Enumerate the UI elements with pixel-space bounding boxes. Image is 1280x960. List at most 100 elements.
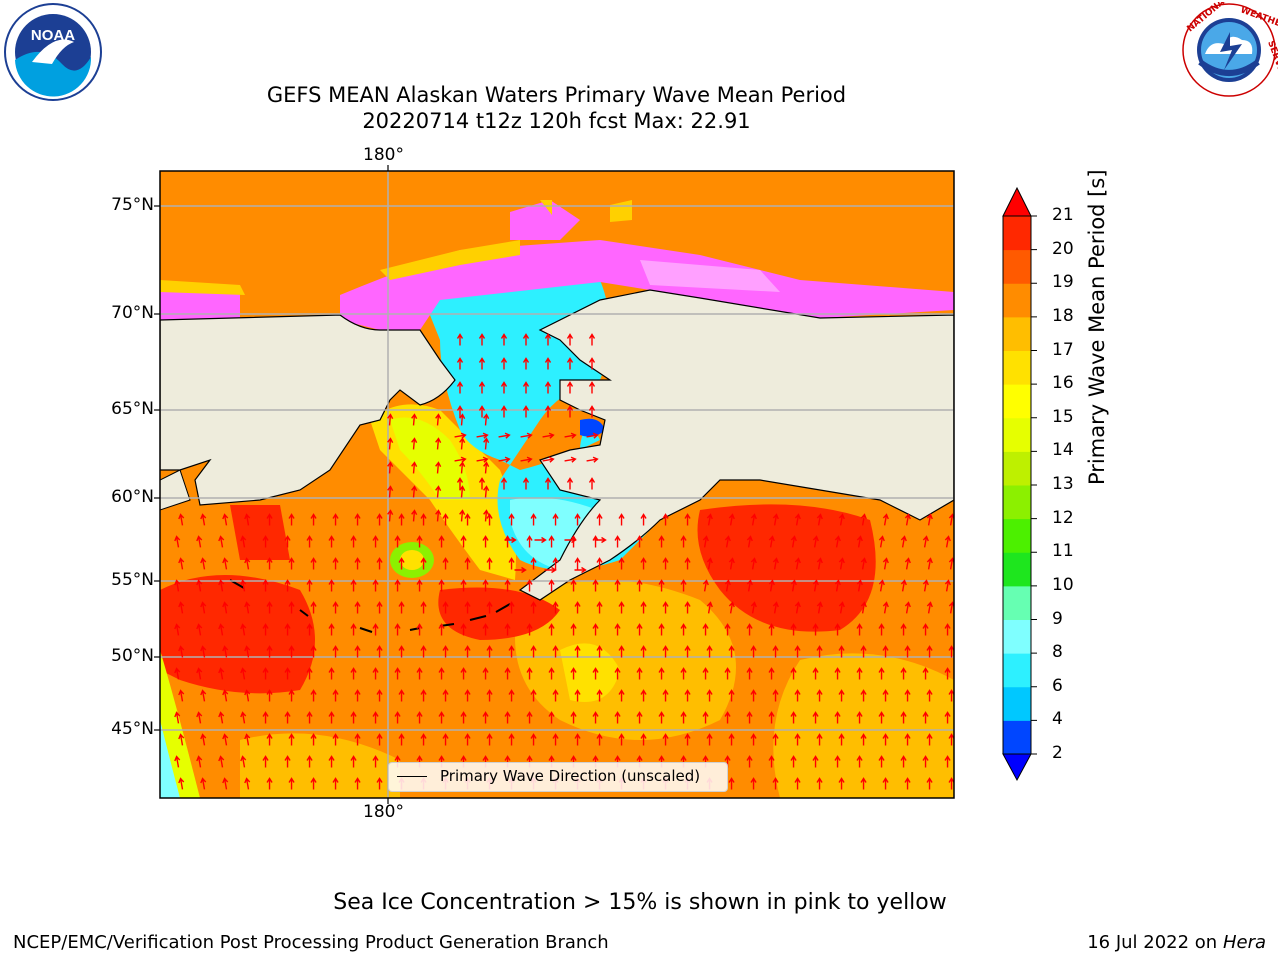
wave-arrow [838, 513, 845, 526]
wave-arrow [372, 667, 379, 680]
wave-arrow [636, 711, 643, 724]
wave-arrow [394, 579, 401, 592]
wave-arrow [772, 513, 779, 526]
colorbar-tick-label: 11 [1052, 541, 1074, 562]
footer-date-host: 16 Jul 2022 on Hera [1087, 932, 1266, 953]
wave-arrow [376, 689, 383, 702]
wave-arrow [387, 509, 394, 522]
wave-arrow [454, 432, 467, 439]
wave-arrow [794, 513, 801, 526]
wave-arrow [456, 405, 464, 418]
wave-arrow [526, 711, 533, 724]
wave-arrow [790, 579, 797, 592]
wave-arrow [442, 601, 449, 614]
wave-arrow [435, 461, 442, 474]
wave-arrow [398, 645, 405, 658]
wave-arrow [459, 413, 466, 426]
swell-zone-central-core [560, 643, 620, 702]
wave-arrow [442, 689, 449, 702]
latitude-label-50: 50°N [111, 646, 154, 666]
colorbar [1002, 186, 1037, 782]
colorbar-segment [1003, 619, 1031, 654]
wave-arrow [926, 601, 933, 614]
wave-arrow [878, 711, 885, 724]
wave-arrow [566, 381, 574, 394]
wave-arrow [926, 557, 933, 570]
wave-arrow [196, 711, 203, 724]
wave-arrow [498, 432, 511, 439]
wave-arrow [522, 381, 530, 394]
wave-arrow [596, 733, 603, 746]
wave-arrow [618, 601, 625, 614]
swell-zone-east [773, 653, 954, 798]
wave-arrow [328, 755, 335, 768]
wave-arrow [574, 689, 581, 702]
wave-arrow [790, 667, 797, 680]
colorbar-tick-label: 9 [1052, 608, 1063, 629]
wave-arrow [354, 645, 361, 658]
colorbar-segment [1003, 350, 1031, 385]
wave-arrow [387, 485, 394, 498]
wave-arrow [240, 623, 247, 636]
wave-arrow [882, 557, 889, 570]
wave-arrow [398, 689, 405, 702]
wave-arrow [838, 557, 845, 570]
wave-arrow [411, 509, 418, 522]
wave-arrow [394, 667, 401, 680]
wave-arrow [552, 601, 559, 614]
wave-arrow [816, 557, 823, 570]
longitude-label-bottom: 180° [363, 802, 404, 822]
wave-arrow [816, 777, 823, 790]
wave-arrow [354, 513, 361, 526]
wave-arrow [702, 579, 709, 592]
wave-arrow [768, 667, 775, 680]
wave-arrow [834, 623, 841, 636]
wave-arrow [812, 535, 819, 548]
wave-arrow [262, 623, 269, 636]
wave-arrow [636, 535, 643, 548]
wave-arrow [530, 513, 537, 526]
wave-arrow [200, 645, 207, 658]
ice-band-arctic [340, 240, 954, 330]
wave-arrow [856, 623, 863, 636]
wave-arrow [526, 623, 533, 636]
wave-arrow [900, 535, 907, 548]
wave-arrow [486, 601, 493, 614]
wave-arrow [746, 667, 753, 680]
wave-arrow [566, 477, 574, 490]
wave-arrow [574, 645, 581, 658]
wave-arrow [240, 535, 247, 548]
wave-arrow [588, 381, 596, 394]
wave-arrow [483, 509, 490, 522]
wave-arrow [218, 535, 225, 548]
wave-arrow [834, 579, 841, 592]
wave-arrow [483, 485, 490, 498]
wave-arrow [200, 689, 207, 702]
wave-arrow [724, 579, 731, 592]
wave-arrow [178, 645, 185, 658]
wave-arrow [860, 689, 867, 702]
footer-branch: NCEP/EMC/Verification Post Processing Pr… [13, 932, 609, 953]
wave-arrow [548, 535, 555, 548]
wave-arrow [372, 579, 379, 592]
wave-arrow [456, 357, 464, 370]
wave-arrow [435, 485, 442, 498]
wave-arrow [483, 437, 490, 450]
wave-arrow [411, 485, 418, 498]
wave-arrow [564, 536, 577, 544]
colorbar-segment [1003, 653, 1031, 688]
wave-arrow [596, 645, 603, 658]
wave-arrow [508, 689, 515, 702]
wave-arrow [196, 755, 203, 768]
wave-arrow [328, 711, 335, 724]
wave-arrow [544, 477, 552, 490]
wave-arrow [570, 623, 577, 636]
wave-arrow [838, 777, 845, 790]
wave-arrow [398, 513, 405, 526]
colorbar-segment [1003, 384, 1031, 419]
wave-arrow [816, 689, 823, 702]
wave-arrow [768, 579, 775, 592]
wave-arrow [900, 623, 907, 636]
wave-arrow [435, 509, 442, 522]
wave-arrow [882, 777, 889, 790]
